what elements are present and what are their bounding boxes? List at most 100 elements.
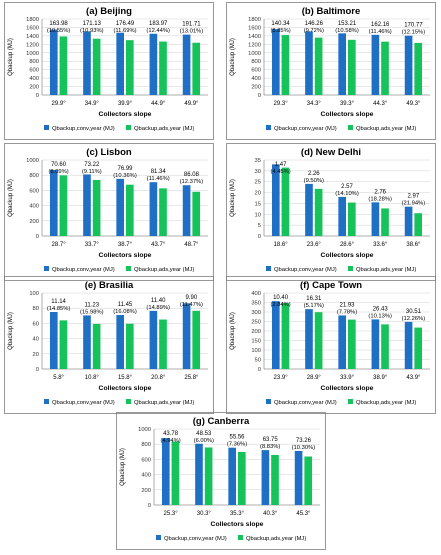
y-tick-label: 300 <box>251 310 261 316</box>
y-tick-label: 600 <box>251 68 261 74</box>
x-tick-label: 23.9° <box>274 375 289 381</box>
y-tick-label: 5 <box>258 223 261 229</box>
chart-svg-a: (a) Beijing 0 200 400 600 800 1000 1200 1400 1600… <box>4 2 214 140</box>
data-label-percent: (6.00%) <box>194 438 214 444</box>
data-label-percent: (11.69%) <box>113 28 136 34</box>
bar-ads <box>348 39 356 95</box>
chart-panel-d: (d) New Delhi 0 5 10 15 20 25 30 35 Qbackup (MJ) 1… <box>226 143 436 281</box>
bar-conv <box>305 183 313 236</box>
y-tick-label: 50 <box>255 358 261 364</box>
bar-conv <box>338 315 346 369</box>
x-tick-label: 40.3° <box>263 511 278 517</box>
data-label-percent: (12.26%) <box>402 316 426 322</box>
bar-ads <box>192 310 201 369</box>
y-tick-label: 1000 <box>26 158 39 164</box>
legend-swatch-conv <box>266 266 271 271</box>
y-tick-label: 1800 <box>26 17 39 23</box>
y-tick-label: 1200 <box>26 42 39 48</box>
bar-ads <box>314 37 323 95</box>
bar-conv <box>404 206 413 236</box>
data-label: 11.45 <box>118 302 133 308</box>
bar-conv <box>404 35 413 95</box>
y-tick-label: 400 <box>29 204 39 210</box>
chart-svg-c: (c) Lisbon 0 200 400 600 800 1000 Qbackup (MJ) 2… <box>4 143 214 281</box>
legend-swatch-ads <box>126 399 131 404</box>
legend-label-conv: Qbackup,conv,year (MJ) <box>164 536 227 542</box>
y-axis-label: Qbackup (MJ) <box>230 179 236 217</box>
x-axis-label: Collectors slope <box>99 252 152 259</box>
legend-label-ads: Qbackup,ads,year (MJ) <box>134 126 194 132</box>
data-label: 2.57 <box>341 184 353 190</box>
chart-title: (a) Beijing <box>86 6 132 17</box>
legend-label-conv: Qbackup,conv,year (MJ) <box>52 126 115 132</box>
bar-conv <box>83 31 91 95</box>
data-label: 176.49 <box>116 21 135 27</box>
bar-ads <box>314 312 323 369</box>
chart-frame <box>4 2 214 140</box>
y-tick-label: 400 <box>251 76 261 82</box>
data-label: 11.40 <box>151 298 166 304</box>
data-label: 183.97 <box>149 21 168 27</box>
data-label-percent: (11.46%) <box>147 176 170 182</box>
bar-ads <box>414 42 423 95</box>
data-label-percent: (14.85%) <box>47 306 71 312</box>
data-label-percent: (10.30%) <box>292 445 316 451</box>
y-tick-label: 20 <box>255 191 261 197</box>
data-label: 73.22 <box>84 162 100 168</box>
bar-conv <box>404 321 413 369</box>
bar-ads <box>126 40 134 95</box>
chart-title: (c) Lisbon <box>86 147 132 158</box>
bar-conv <box>116 32 124 95</box>
data-label-percent: (7.78%) <box>337 309 357 315</box>
data-label-percent: (10.13%) <box>368 313 392 319</box>
bar-conv <box>116 178 124 236</box>
y-tick-label: 15 <box>255 201 261 207</box>
chart-panel-c: (c) Lisbon 0 200 400 600 800 1000 Qbackup (MJ) 2… <box>4 143 214 281</box>
bar-conv <box>228 447 236 505</box>
bar-conv <box>305 309 313 369</box>
bar-ads <box>171 441 180 505</box>
chart-panel-b: (b) Baltimore 0 200 400 600 800 1000 1200 1400 16… <box>226 2 436 140</box>
bar-ads <box>59 36 68 95</box>
legend-swatch-ads <box>126 125 131 130</box>
bar-ads <box>238 451 246 505</box>
bar-conv <box>83 315 91 369</box>
legend-swatch-conv <box>44 266 49 271</box>
data-label-percent: (11.47%) <box>180 302 203 308</box>
chart-title: (f) Cape Town <box>300 280 362 291</box>
bar-conv <box>305 31 313 95</box>
y-tick-label: 0 <box>36 93 39 99</box>
legend-swatch-conv <box>156 535 161 540</box>
y-tick-label: 60 <box>33 321 39 327</box>
data-label-percent: (10.55%) <box>47 28 71 34</box>
bar-conv <box>195 443 203 505</box>
data-label: 11.14 <box>51 299 66 305</box>
bar-conv <box>294 450 303 505</box>
legend-label-conv: Qbackup,conv,year (MJ) <box>52 400 115 406</box>
x-tick-label: 10.8° <box>85 375 100 381</box>
x-tick-label: 29.9° <box>52 101 67 107</box>
y-tick-label: 1000 <box>248 51 261 57</box>
bar-ads <box>92 38 101 95</box>
x-tick-label: 38.9° <box>373 375 388 381</box>
y-tick-label: 30 <box>255 169 261 175</box>
chart-frame <box>4 143 214 281</box>
data-label: 163.98 <box>49 21 68 27</box>
bar-ads <box>204 447 213 505</box>
bar-ads <box>59 175 68 236</box>
data-label: 146.26 <box>305 21 324 27</box>
y-tick-label: 0 <box>36 367 39 373</box>
legend-swatch-ads <box>238 535 243 540</box>
bar-ads <box>159 188 167 236</box>
data-label-percent: (12.15%) <box>402 30 426 36</box>
chart-title: (e) Brasilia <box>85 280 134 291</box>
data-label: 16.31 <box>306 296 322 302</box>
chart-frame <box>226 276 436 414</box>
x-tick-label: 30.3° <box>197 511 212 517</box>
x-tick-label: 44.3° <box>373 101 388 107</box>
y-tick-label: 200 <box>141 488 151 494</box>
bar-ads <box>348 319 356 369</box>
y-tick-label: 1200 <box>248 42 261 48</box>
data-label: 86.08 <box>184 172 200 178</box>
chart-svg-e: (e) Brasilia 0 20 40 60 80 100 Qbackup (MJ) 5.8°… <box>4 276 214 414</box>
